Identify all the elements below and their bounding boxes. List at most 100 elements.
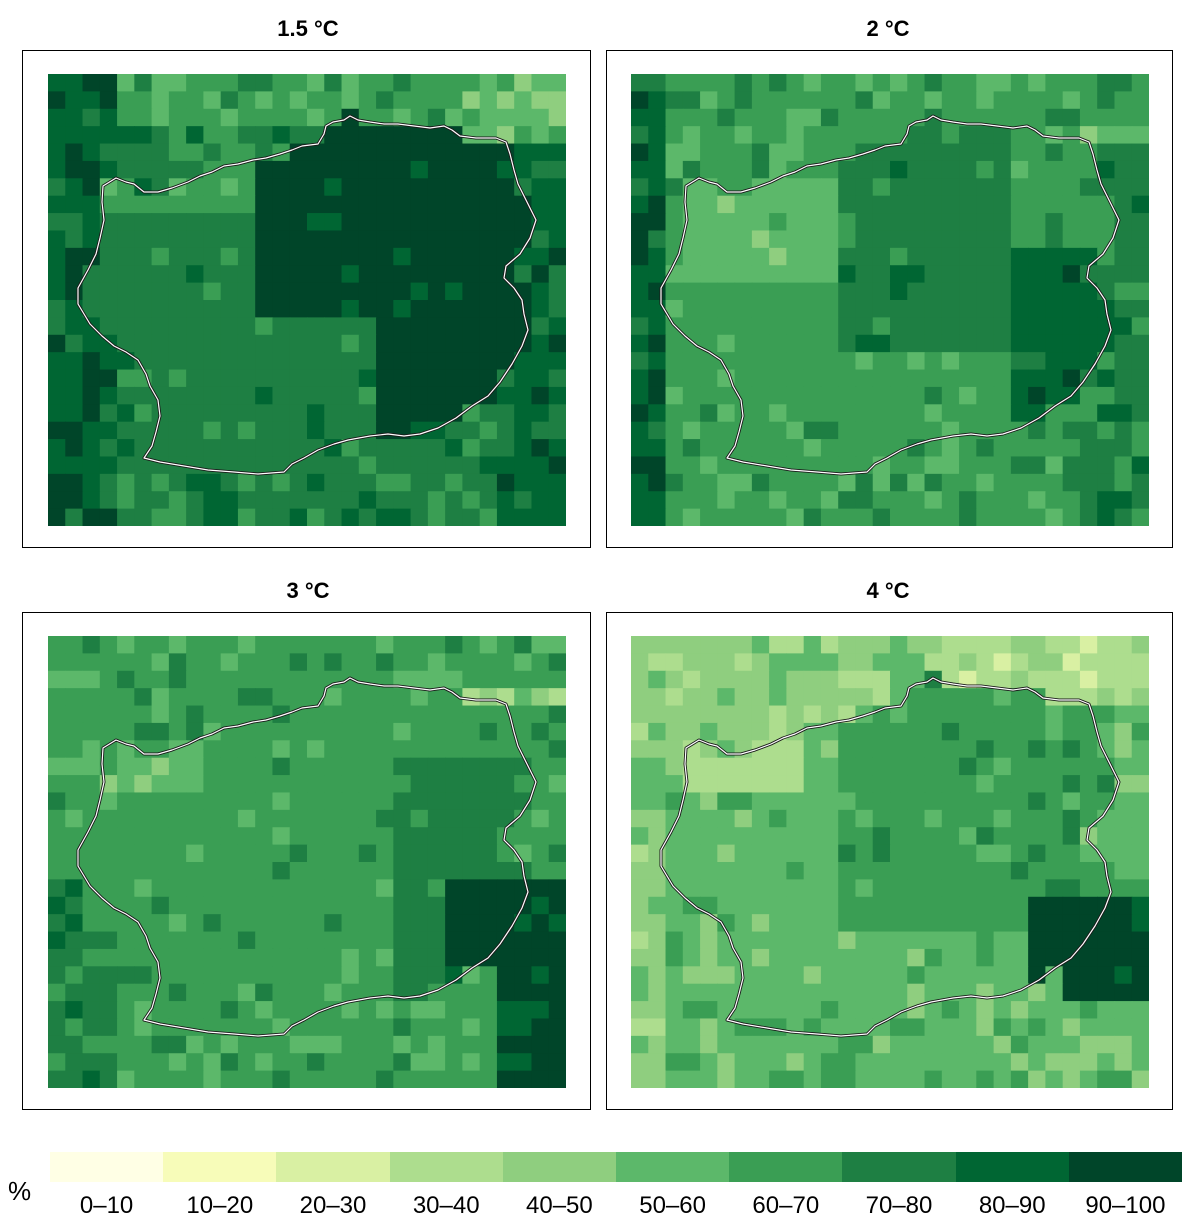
grid-cell bbox=[1010, 491, 1029, 510]
grid-cell bbox=[1114, 300, 1133, 318]
grid-cell bbox=[220, 775, 239, 794]
grid-cell bbox=[531, 91, 550, 110]
grid-cell bbox=[410, 827, 429, 846]
grid-cell bbox=[907, 740, 926, 759]
grid-cell bbox=[1010, 160, 1029, 179]
grid-cell bbox=[890, 775, 908, 794]
grid-cell bbox=[203, 757, 222, 776]
grid-cell bbox=[803, 508, 822, 526]
grid-cell bbox=[700, 1035, 718, 1054]
grid-cell bbox=[117, 213, 135, 232]
grid-cell bbox=[941, 126, 960, 145]
grid-cell bbox=[496, 722, 515, 741]
grid-cell bbox=[838, 1035, 857, 1054]
grid-cell bbox=[272, 74, 291, 92]
grid-cell bbox=[665, 1070, 684, 1088]
grid-cell bbox=[976, 896, 995, 915]
grid-cell bbox=[820, 473, 839, 492]
grid-cell bbox=[855, 1035, 874, 1054]
grid-cell bbox=[1079, 809, 1098, 828]
grid-cell bbox=[1062, 705, 1081, 724]
grid-cell bbox=[445, 108, 463, 127]
grid-cell bbox=[803, 300, 822, 318]
grid-cell bbox=[700, 983, 718, 1002]
grid-cell bbox=[531, 636, 550, 654]
grid-cell bbox=[769, 160, 787, 179]
grid-cell bbox=[1079, 862, 1098, 880]
grid-cell bbox=[479, 1053, 498, 1072]
grid-cell bbox=[358, 896, 377, 915]
grid-cell bbox=[872, 983, 891, 1002]
grid-cell bbox=[99, 983, 118, 1002]
grid-cell bbox=[855, 844, 874, 863]
grid-cell bbox=[324, 300, 343, 318]
grid-cell bbox=[151, 230, 170, 249]
grid-cell bbox=[820, 966, 839, 985]
grid-cell bbox=[48, 74, 66, 92]
grid-cell bbox=[134, 862, 153, 880]
grid-cell bbox=[1045, 1035, 1064, 1054]
grid-cell bbox=[1062, 879, 1081, 898]
grid-cell bbox=[941, 809, 960, 828]
grid-cell bbox=[1028, 74, 1046, 92]
grid-cell bbox=[872, 404, 891, 423]
panel-title-4: 4 °C bbox=[866, 578, 910, 603]
grid-cell bbox=[838, 809, 857, 828]
grid-cell bbox=[855, 404, 874, 423]
grid-cell bbox=[941, 966, 960, 985]
grid-cell bbox=[700, 91, 718, 110]
grid-cell bbox=[682, 456, 701, 475]
grid-cell bbox=[717, 1070, 736, 1088]
grid-cell bbox=[117, 966, 135, 985]
grid-cell bbox=[514, 265, 533, 284]
grid-cell bbox=[237, 914, 256, 933]
grid-cell bbox=[959, 636, 977, 654]
grid-cell bbox=[1114, 195, 1133, 214]
grid-cell bbox=[1062, 809, 1081, 828]
grid-cell bbox=[186, 670, 204, 689]
grid-cell bbox=[237, 879, 256, 898]
grid-cell bbox=[872, 160, 891, 179]
grid-cell bbox=[99, 809, 118, 828]
grid-cell bbox=[462, 160, 481, 179]
grid-cell bbox=[272, 369, 291, 388]
grid-cell bbox=[907, 1053, 926, 1072]
grid-cell bbox=[548, 688, 566, 707]
grid-cell bbox=[890, 491, 908, 510]
grid-cell bbox=[803, 473, 822, 492]
grid-cell bbox=[734, 931, 753, 950]
grid-cell bbox=[1028, 1070, 1046, 1088]
grid-cell bbox=[427, 386, 446, 405]
grid-cell bbox=[186, 809, 204, 828]
grid-cell bbox=[134, 126, 153, 145]
grid-cell bbox=[496, 670, 515, 689]
grid-cell bbox=[341, 369, 360, 388]
grid-cell bbox=[203, 352, 222, 371]
grid-cell bbox=[700, 879, 718, 898]
grid-cell bbox=[410, 317, 429, 336]
grid-cell bbox=[255, 844, 274, 863]
grid-cell bbox=[1114, 265, 1133, 284]
grid-cell bbox=[272, 421, 291, 440]
grid-cell bbox=[307, 827, 325, 846]
grid-cell bbox=[1079, 178, 1098, 197]
grid-cell bbox=[941, 265, 960, 284]
grid-cell bbox=[1131, 948, 1149, 967]
grid-cell bbox=[924, 844, 943, 863]
grid-cell bbox=[186, 948, 204, 967]
grid-cell bbox=[462, 456, 481, 475]
grid-cell bbox=[445, 792, 463, 811]
grid-cell bbox=[358, 160, 377, 179]
grid-cell bbox=[272, 334, 291, 353]
grid-cell bbox=[1010, 653, 1029, 672]
grid-cell bbox=[993, 334, 1012, 353]
grid-cell bbox=[907, 247, 926, 266]
grid-cell bbox=[751, 404, 770, 423]
grid-cell bbox=[82, 792, 101, 811]
grid-cell bbox=[907, 230, 926, 249]
grid-cell bbox=[700, 636, 718, 654]
grid-cell bbox=[427, 931, 446, 950]
grid-cell bbox=[479, 334, 498, 353]
grid-cell bbox=[99, 265, 118, 284]
grid-cell bbox=[220, 213, 239, 232]
